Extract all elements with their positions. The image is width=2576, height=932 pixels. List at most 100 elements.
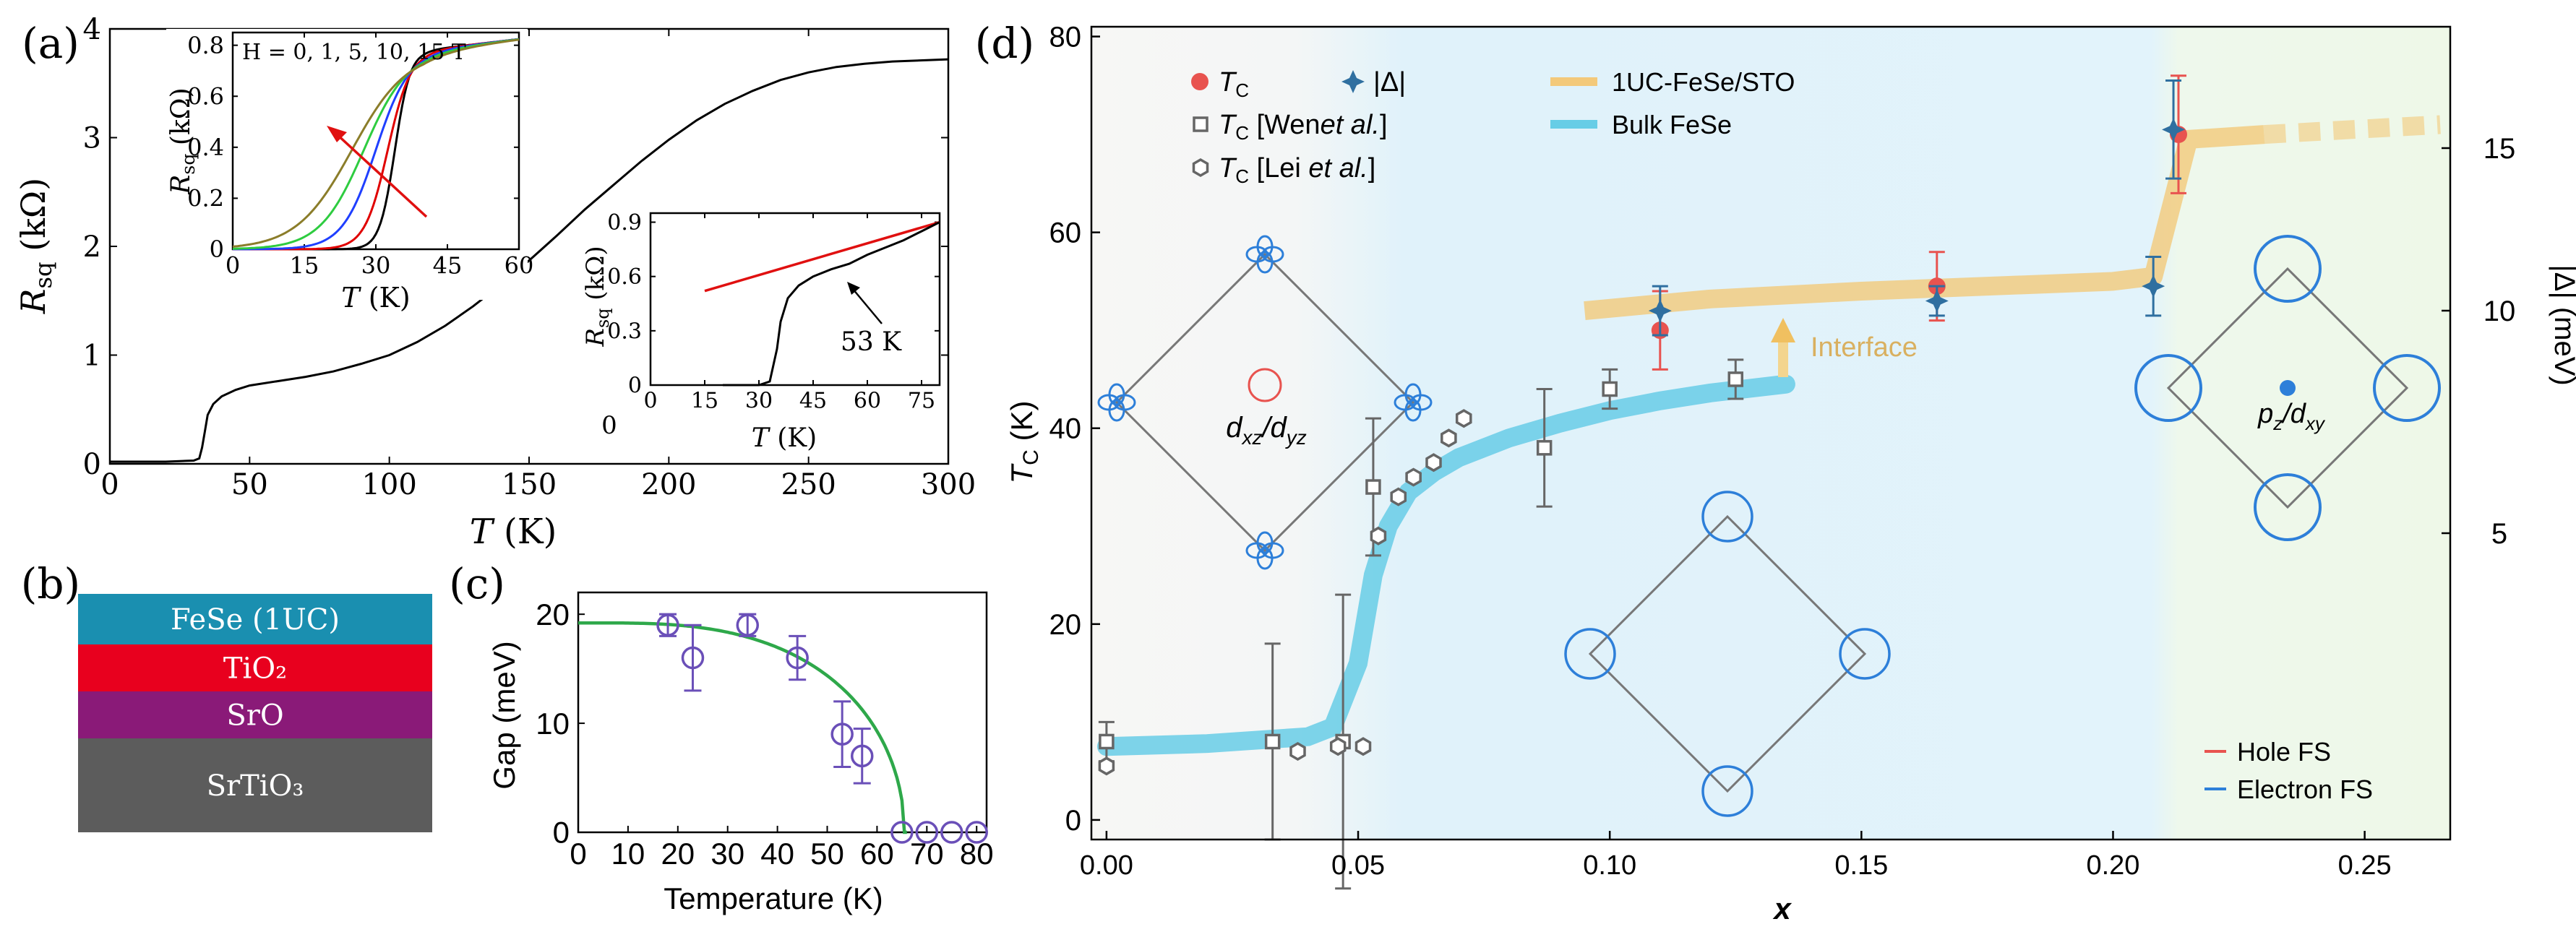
tspan: d [1226,412,1243,444]
x-tick-label: 75 [908,389,935,414]
inset2-zero-label: 0 [601,411,617,440]
tspan: /d [2280,399,2307,429]
inset2-curve [723,221,940,387]
lei-point [1405,467,1422,487]
tspan: T [341,282,361,314]
panel-d-frame [1090,25,2452,841]
d-y-tick-label: 0 [1065,805,1081,837]
c-data-point [736,613,760,637]
d-y-label: TC (K) [1005,401,1043,484]
tspan: (K) [360,282,411,314]
y-tick-label: 0.3 [607,319,642,344]
d-y-tick-label-right: 10 [2483,295,2516,327]
x-tick-label: 60 [505,252,534,280]
inset1-bg [166,29,528,300]
d-x-tick-label: 0.20 [2086,850,2139,881]
lei-point [1425,453,1442,473]
x-tick-label: 0 [643,389,657,414]
y-tick-label: 0.6 [607,264,642,290]
electron-pocket [1701,491,1753,543]
c-data-point [965,821,988,844]
panel-b-label: (b) [21,559,80,608]
d-x-tick-label: 0.25 [2338,850,2392,881]
tspan: /d [1260,412,1287,444]
legend-uc-label: 1UC-FeSe/STO [1612,67,1795,97]
lei-point [1455,409,1472,428]
x-tick-label: 30 [710,837,744,871]
y-tick-label: 1 [83,340,101,373]
x-tick-label: 150 [502,468,557,501]
legend-wen-label: TC [Wenet al.] [1219,110,1388,144]
electron-pocket [1701,765,1753,817]
lei-point [1329,737,1347,756]
x-tick-label: 15 [290,252,319,280]
y-tick-label: 0.8 [187,32,224,59]
fs-diagram-right [2166,267,2409,509]
lei-point [1098,756,1115,776]
y-axis-label: Rsq (kΩ) [581,246,613,347]
layer-1 [78,644,432,691]
tspan: (K) [1005,401,1039,450]
layer-0 [78,594,432,644]
tspan: ] [1380,110,1388,140]
wen-point [1727,371,1744,387]
y-axis-label: Rsq (kΩ) [14,178,57,314]
c-data-point [890,821,914,844]
wen-point [1536,440,1553,456]
d-y-tick-label: 20 [1049,609,1082,641]
tspan: T [470,512,495,552]
d-y-tick-label: 60 [1049,217,1082,249]
gap-point [1925,289,1949,313]
tspan: (kΩ) [166,87,196,153]
electron-pocket [2373,354,2441,422]
x-tick-label: 30 [745,389,773,414]
dxz-annotation: dxz/dyz [1226,412,1307,449]
wen-point [1365,479,1381,495]
legend-lei-marker [1192,158,1209,178]
uc-fese-dashed [2263,115,2441,144]
hole-pocket [1248,368,1282,402]
y-tick-label: 2 [83,230,101,264]
tspan: xz [1240,426,1262,449]
electron-pocket [2254,235,2322,303]
legend-lei-label: TC [Lei et al.] [1219,153,1375,187]
interface-annotation: Interface [1811,332,1918,363]
electron-pocket [2134,354,2202,422]
tspan: C [1235,165,1249,187]
tspan: C [1235,79,1249,101]
tspan: p [2257,399,2273,429]
c-data-point [915,821,939,844]
lei-point [1370,526,1387,545]
wen-point [1264,733,1281,750]
tspan: z [2272,413,2283,434]
tspan: T [1219,67,1237,98]
y-tick-label: 0 [210,236,224,263]
legend-tc-marker [1191,73,1208,90]
electron-pocket [1261,542,1284,559]
interface-arrow-shaft [1778,340,1788,377]
electron-pocket [1261,246,1284,263]
electron-pocket [1409,394,1433,411]
inset2-axes: 0 15 30 45 60 75 0 0.3 0.6 0.9 Rsq (kΩ) T (K) 53 K 0 [581,210,941,453]
tspan: C [1235,122,1249,144]
x-tick-label: 60 [860,837,894,871]
x-tick-label: 250 [781,468,836,501]
x-tick-label: 0 [226,252,240,280]
field-arrow-head [327,126,347,142]
tspan: [Lei [1249,153,1308,184]
onset-arrow [852,288,883,324]
inset1-series-4 [232,38,520,248]
tspan: T [1005,462,1039,483]
x-tick-label: 10 [611,837,645,871]
tc-onset-annotation: 53 K [841,327,902,357]
layer-3 [78,738,432,832]
x-tick-label: 100 [361,468,416,501]
axes-frame [577,591,988,834]
y-tick-label: 4 [83,13,101,46]
wen-point [1099,733,1115,750]
y-tick-label: 0 [628,374,642,399]
tspan: xy [2304,413,2326,434]
x-tick-label: 300 [921,468,976,501]
